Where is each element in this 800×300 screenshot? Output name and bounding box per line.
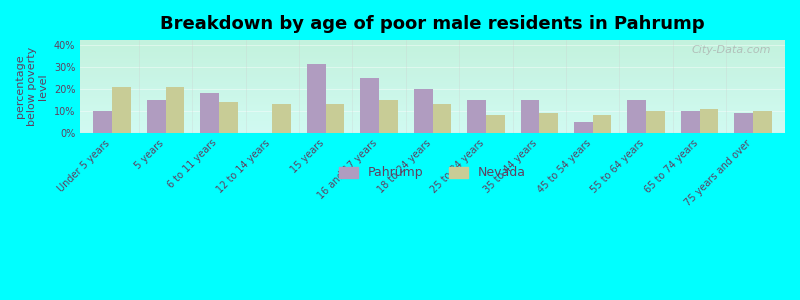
Bar xyxy=(574,122,593,133)
Y-axis label: percentage
below poverty
level: percentage below poverty level xyxy=(15,47,48,126)
Bar xyxy=(272,104,291,133)
Bar xyxy=(539,113,558,133)
Bar xyxy=(414,89,433,133)
Legend: Pahrump, Nevada: Pahrump, Nevada xyxy=(334,161,530,184)
Bar xyxy=(467,100,486,133)
Bar xyxy=(521,100,539,133)
Bar xyxy=(593,115,611,133)
Bar xyxy=(326,104,345,133)
Bar xyxy=(307,64,326,133)
Bar xyxy=(646,111,665,133)
Bar xyxy=(219,102,238,133)
Bar xyxy=(699,109,718,133)
Bar xyxy=(379,100,398,133)
Title: Breakdown by age of poor male residents in Pahrump: Breakdown by age of poor male residents … xyxy=(160,15,705,33)
Bar xyxy=(486,115,505,133)
Bar xyxy=(361,78,379,133)
Bar xyxy=(147,100,166,133)
Bar xyxy=(94,111,112,133)
Bar xyxy=(112,87,131,133)
Bar xyxy=(681,111,699,133)
Bar xyxy=(200,93,219,133)
Bar xyxy=(734,113,753,133)
Bar xyxy=(433,104,451,133)
Bar xyxy=(166,87,184,133)
Bar xyxy=(753,111,772,133)
Bar xyxy=(627,100,646,133)
Text: City-Data.com: City-Data.com xyxy=(691,45,771,55)
